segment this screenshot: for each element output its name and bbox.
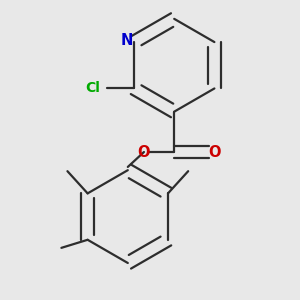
Text: Cl: Cl	[85, 82, 100, 95]
Text: N: N	[121, 32, 133, 47]
Text: O: O	[208, 145, 220, 160]
Text: O: O	[138, 145, 150, 160]
